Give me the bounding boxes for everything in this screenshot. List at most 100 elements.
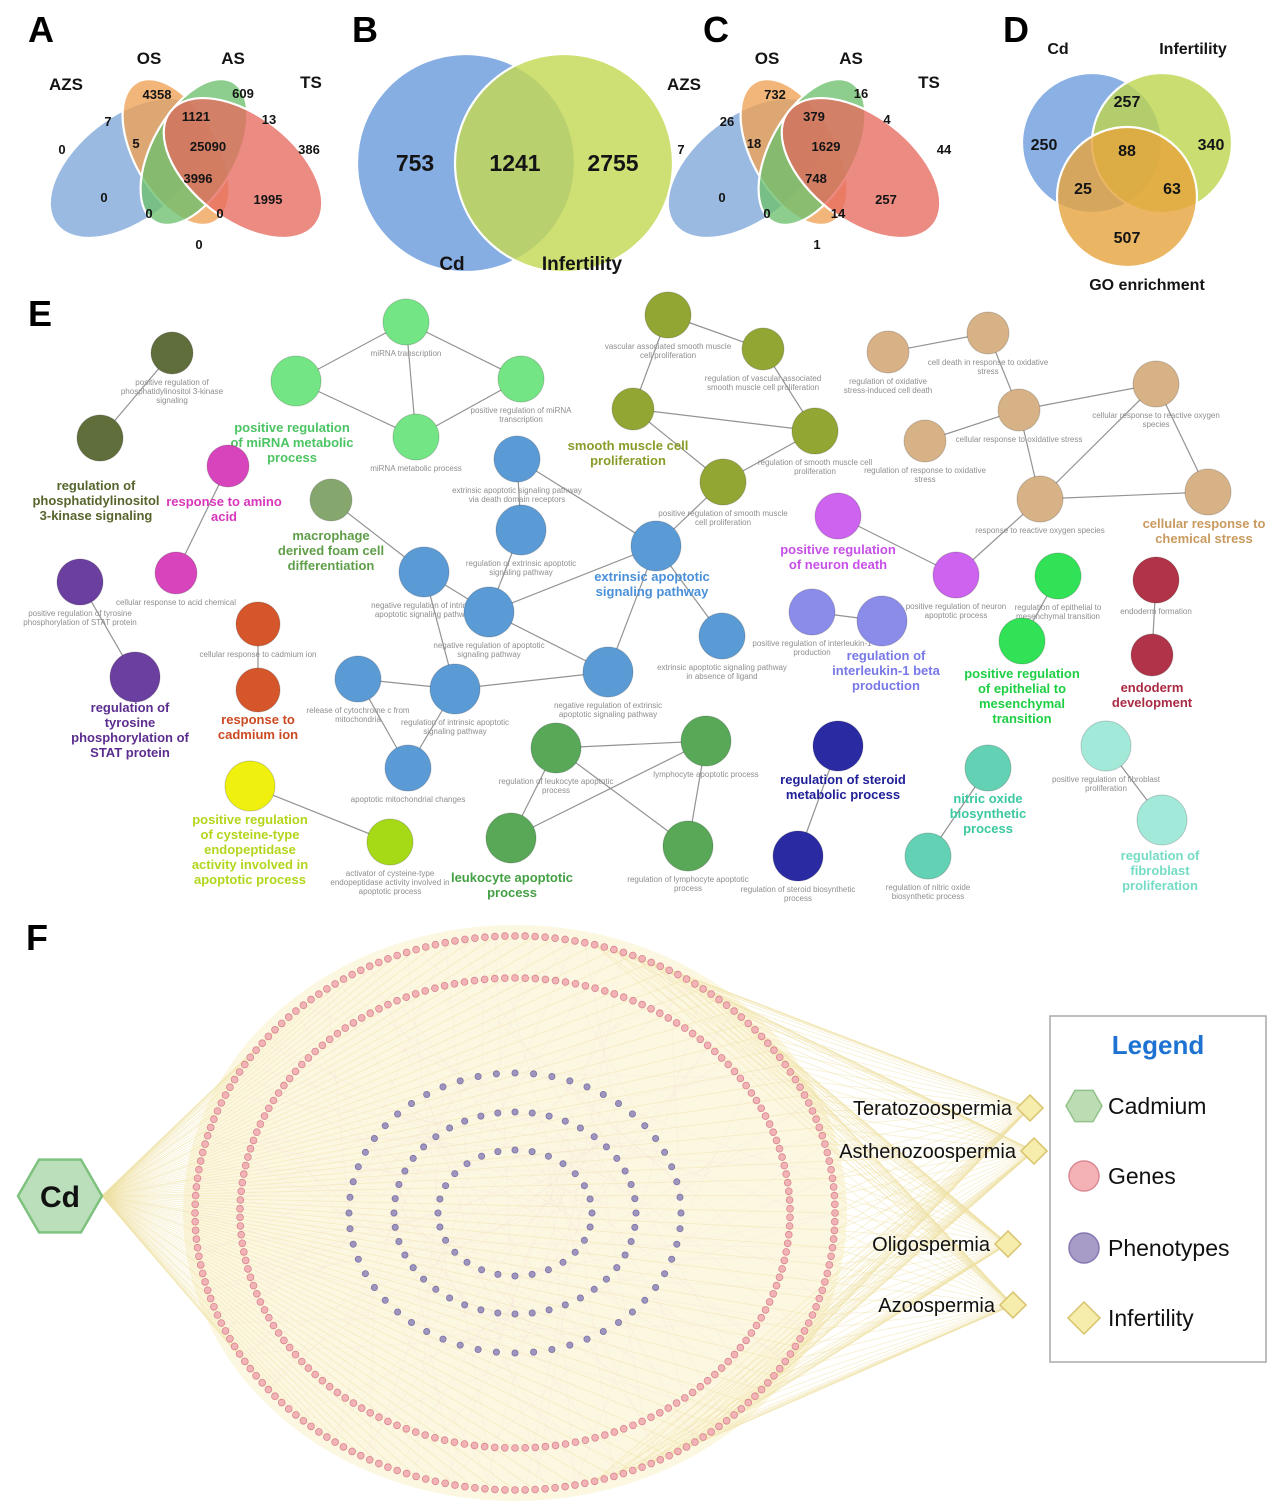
gene-node: [521, 932, 529, 940]
cd-gene-edge: [101, 1195, 735, 1416]
go-node-label: negative regulation of intrinsic apoptoti…: [371, 601, 477, 619]
go-node-label: release of cytochrome c from mitochondria: [306, 706, 409, 724]
phenotype-node: [631, 1195, 639, 1203]
phenotype-node: [545, 1306, 553, 1314]
infertility-gene-edge: [632, 1150, 1035, 1471]
gene-phenotype-edge: [385, 1125, 826, 1283]
panel-letter-E: E: [28, 293, 52, 334]
gene-node: [742, 1081, 750, 1090]
cd-gene-edge: [101, 1195, 813, 1316]
phenotype-node: [407, 1100, 415, 1108]
phenotype-node: [545, 1112, 553, 1120]
gene-node: [366, 1409, 375, 1417]
infertility-gene-edge: [761, 1036, 1031, 1109]
gene-node: [402, 993, 411, 1001]
gene-node: [470, 1441, 479, 1450]
gene-node: [195, 1252, 203, 1261]
gene-node: [665, 1451, 673, 1460]
gene-node: [730, 1350, 739, 1359]
gene-node: [201, 1278, 209, 1286]
gene-node: [829, 1235, 838, 1243]
venn-count: 0: [718, 190, 725, 205]
infertility-gene-edge: [650, 1150, 1035, 1464]
phenotype-node: [528, 1309, 536, 1317]
phenotype-node: [599, 1091, 607, 1099]
gene-node: [782, 1248, 790, 1256]
gene-phenotype-edge: [415, 949, 677, 1183]
gene-node: [783, 1239, 792, 1248]
infertility-gene-edge: [834, 1195, 1009, 1245]
go-node-extrinsic-apoptotic: [384, 744, 432, 792]
go-node-label: positive regulation of fibroblast prolife…: [1052, 775, 1161, 793]
gene-node: [691, 1438, 699, 1446]
gene-node: [551, 1441, 560, 1450]
gene-node: [785, 1222, 794, 1230]
gene-node: [238, 1239, 247, 1248]
gene-node: [221, 1327, 230, 1335]
phenotype-node: [583, 1083, 591, 1091]
gene-node: [269, 1321, 278, 1330]
cd-gene-edge: [101, 969, 362, 1197]
gene-node: [765, 1120, 774, 1128]
infertility-gene-edge: [784, 1064, 1009, 1245]
go-node-oxidative-stress: [866, 330, 910, 374]
go-edge: [454, 671, 609, 690]
gene-node: [736, 1343, 745, 1352]
gene-phenotype-edge: [514, 1149, 786, 1362]
gene-node: [707, 990, 715, 998]
gene-node: [724, 1357, 732, 1366]
gene-node: [221, 1091, 230, 1099]
phenotype-node: [580, 1182, 588, 1190]
gene-node: [246, 1144, 255, 1153]
phenotype-node: [559, 1160, 567, 1168]
gene-node: [331, 1438, 339, 1446]
phenotype-node: [494, 1309, 502, 1317]
gene-node: [217, 1319, 226, 1327]
gene-node: [412, 1472, 420, 1481]
phenotype-node: [602, 1275, 610, 1283]
gene-node: [656, 1456, 665, 1464]
gene-node: [490, 1443, 499, 1452]
go-node-label: cellular response to reactive oxygen spec…: [1092, 411, 1220, 429]
gene-phenotype-edge: [532, 1112, 805, 1332]
venn-count: 1629: [812, 139, 841, 154]
venn-count: 0: [58, 142, 65, 157]
go-node-label: activator of cysteine-type endopeptidase …: [330, 869, 449, 896]
gene-node: [744, 1019, 753, 1028]
gene-node: [785, 1196, 794, 1204]
gene-node: [736, 1074, 745, 1083]
go-cluster-label-extrinsic-apoptotic: extrinsic apoptotic signaling pathway: [594, 569, 710, 599]
gene-node: [277, 1398, 286, 1407]
infertility-gene-edge: [819, 1150, 1035, 1299]
go-node-extrinsic-apoptotic: [334, 655, 382, 703]
gene-phenotype-edge: [360, 970, 465, 1122]
cd-gene-edge: [101, 937, 556, 1197]
cd-gene-edge: [101, 1195, 796, 1347]
phenotype-node: [446, 1294, 454, 1302]
venn-count: 5: [132, 136, 139, 151]
go-term-network: positive regulation of phosphatidylinosit…: [23, 291, 1265, 903]
go-node-label: cellular response to acid chemical: [116, 598, 236, 607]
gene-phenotype-edge: [303, 1004, 672, 1168]
cd-gene-edge: [101, 955, 398, 1197]
network-haze: [183, 925, 847, 1501]
gene-node: [271, 1392, 279, 1400]
gene-phenotype-edge: [397, 1311, 624, 1474]
gene-phenotype-edge: [197, 1178, 354, 1245]
cd-gene-edge: [101, 999, 720, 1197]
gene-node: [638, 1463, 646, 1471]
phenotype-label: Oligospermia: [872, 1234, 991, 1256]
phenotype-node: [346, 1193, 354, 1201]
infertility-gene-edge: [668, 1107, 1031, 1456]
gene-node: [258, 1379, 267, 1387]
infertility-gene-edge: [718, 1107, 1031, 1427]
gene-node: [191, 1200, 200, 1209]
go-node-smooth-muscle: [791, 407, 839, 455]
venn-count: 0: [100, 190, 107, 205]
phenotype-node: [394, 1110, 402, 1118]
phenotype-node: [395, 1238, 403, 1246]
cd-gene-edge: [101, 962, 380, 1197]
gene-node: [291, 1350, 300, 1359]
gene-node: [500, 1444, 509, 1452]
gene-node: [241, 1256, 250, 1265]
